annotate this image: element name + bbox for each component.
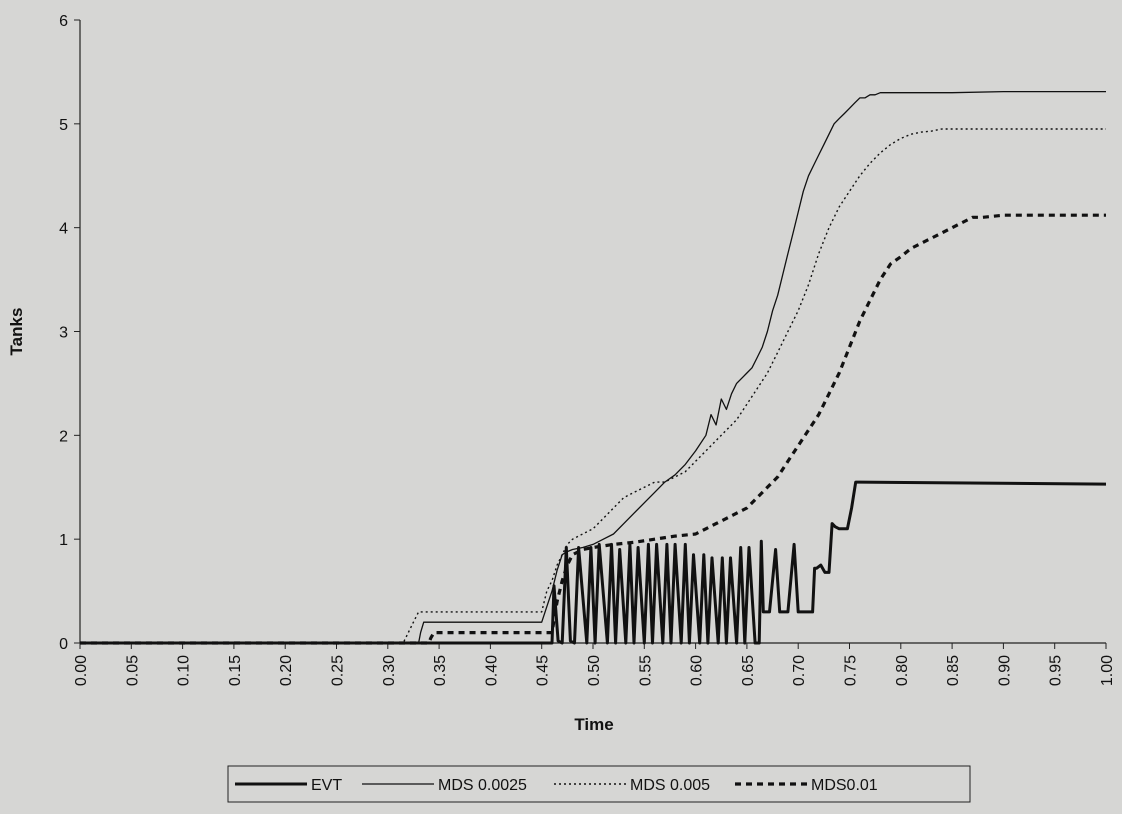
x-tick-label: 0.05 (124, 655, 141, 686)
x-tick-label: 0.70 (791, 655, 808, 686)
y-tick-label: 1 (59, 532, 68, 549)
x-tick-label: 0.90 (996, 655, 1013, 686)
x-tick-label: 0.15 (227, 655, 244, 686)
x-tick-label: 0.65 (740, 655, 757, 686)
y-tick-label: 0 (59, 636, 68, 653)
legend-label: MDS 0.005 (630, 777, 710, 794)
legend-label: EVT (311, 777, 342, 794)
x-tick-label: 0.35 (432, 655, 449, 686)
legend-label: MDS 0.0025 (438, 777, 527, 794)
y-tick-label: 5 (59, 117, 68, 134)
x-tick-label: 0.25 (330, 655, 347, 686)
series-layer (80, 90, 1107, 645)
y-tick-label: 4 (59, 221, 68, 238)
legend-label: MDS0.01 (811, 777, 878, 794)
y-tick-label: 6 (59, 13, 68, 30)
x-tick-label: 0.60 (689, 655, 706, 686)
axes: 0 1 2 3 4 5 6 0.00 0.05 0.10 0.15 0.20 0.25 0.30 0.35 0… (59, 13, 1116, 686)
series-line-mds0-01 (80, 213, 1106, 645)
series-line-mds-0-005 (80, 128, 1106, 644)
x-tick-label: 1.00 (1099, 655, 1116, 686)
x-tick-label: 0.10 (176, 655, 193, 686)
x-tick-label: 0.45 (535, 655, 552, 686)
x-tick-label: 0.95 (1048, 655, 1065, 686)
x-tick-label: 0.00 (73, 655, 90, 686)
x-tick-label: 0.30 (381, 655, 398, 686)
x-tick-label: 0.55 (637, 655, 654, 686)
y-tick-label: 3 (59, 325, 68, 342)
legend: EVT MDS 0.0025 MDS 0.005 MDS0.01 (227, 765, 971, 803)
x-tick-label: 0.75 (843, 655, 860, 686)
x-tick-label: 0.40 (483, 655, 500, 686)
x-tick-label: 0.80 (894, 655, 911, 686)
y-tick-label: 2 (59, 428, 68, 445)
x-tick-label: 0.20 (278, 655, 295, 686)
y-axis-title: Tanks (7, 308, 26, 356)
x-tick-label: 0.85 (945, 655, 962, 686)
series-line-mds-0-0025 (80, 90, 1106, 644)
series-line-evt (80, 480, 1107, 645)
x-tick-label: 0.50 (586, 655, 603, 686)
x-axis-title: Time (574, 715, 613, 734)
